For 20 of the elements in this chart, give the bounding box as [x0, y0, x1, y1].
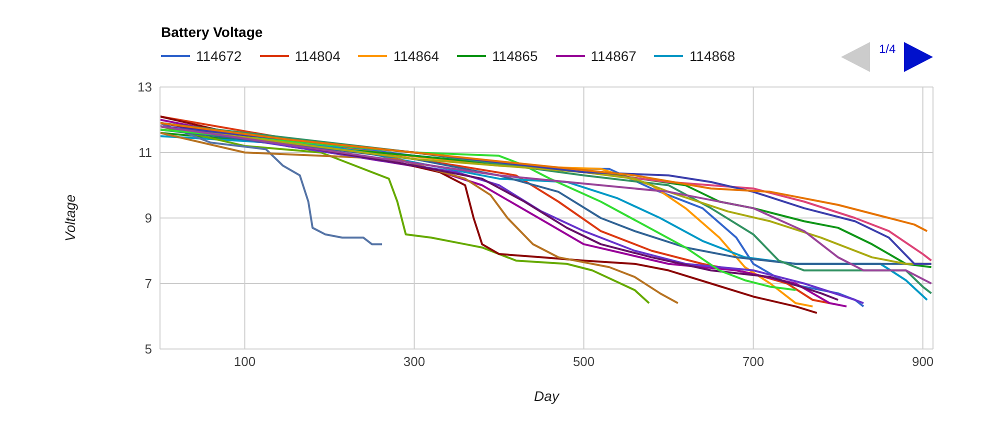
- legend-label: 114867: [590, 48, 636, 64]
- y-tick-label: 11: [138, 145, 152, 160]
- chart-title: Battery Voltage: [161, 24, 263, 40]
- y-tick-label: 9: [144, 210, 152, 226]
- legend-label: 114868: [689, 48, 736, 64]
- text: 1/4: [879, 42, 896, 56]
- y-tick-label: 7: [144, 276, 152, 292]
- x-axis-title: Day: [534, 388, 560, 404]
- y-tick-label: 13: [138, 80, 152, 95]
- x-tick-label: 500: [572, 354, 595, 370]
- legend-label: 114804: [294, 48, 340, 64]
- y-tick-label: 5: [144, 342, 152, 357]
- y-axis-title: Voltage: [62, 194, 78, 242]
- x-tick-label: 700: [742, 354, 764, 370]
- x-tick-label: 300: [403, 354, 426, 370]
- x-tick-label: 900: [912, 354, 934, 370]
- x-tick-label: 100: [234, 354, 256, 370]
- legend-label: 114864: [393, 48, 440, 64]
- legend-label: 114672: [196, 48, 242, 64]
- legend-label: 114865: [492, 48, 538, 64]
